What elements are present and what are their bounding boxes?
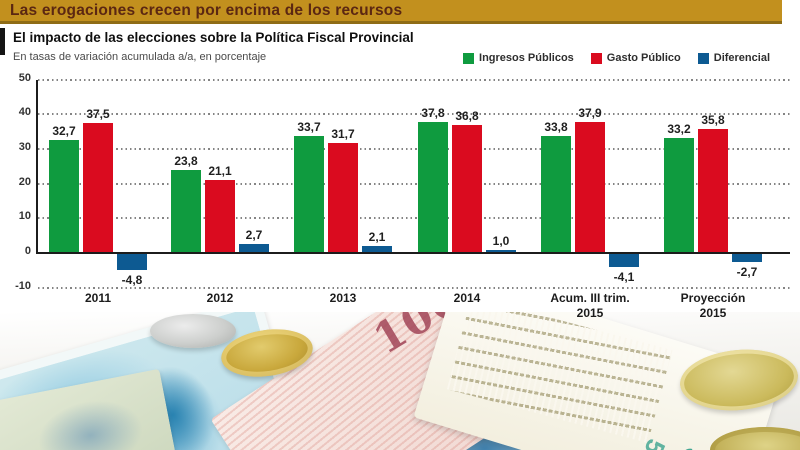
value-label: 31,7 (331, 127, 355, 142)
header-bar: Las erogaciones crecen por encima de los… (0, 0, 782, 24)
category-label: 2013 (329, 291, 357, 305)
y-axis-tick-label: 40 (18, 106, 31, 118)
value-label: 33,8 (544, 119, 568, 134)
value-label: 21,1 (208, 163, 232, 178)
y-axis-tick-label: 20 (18, 176, 31, 188)
value-label: 36,8 (455, 109, 479, 124)
gridline-y50 (38, 79, 790, 81)
legend-label: Gasto Público (606, 52, 681, 64)
gridline-y30 (38, 148, 790, 150)
legend-swatch-icon (463, 52, 475, 64)
y-axis-tick-label: 0 (24, 245, 31, 257)
value-label: -4,8 (121, 272, 143, 287)
legend-item: Ingresos Públicos (463, 52, 574, 64)
legend-label: Diferencial (713, 52, 770, 64)
units-note: En tasas de variación acumulada a/a, en … (13, 51, 267, 63)
silver-coin (150, 314, 236, 348)
value-label: 2,7 (245, 227, 263, 242)
bar-ingresos-públicos-5 (541, 135, 571, 253)
y-axis-tick-label: -10 (15, 280, 31, 292)
legend-swatch-icon (590, 52, 602, 64)
value-label: -2,7 (736, 265, 758, 280)
y-axis-tick-label: 50 (18, 72, 31, 84)
bar-gasto-público-4 (452, 125, 482, 253)
legend-label: Ingresos Públicos (479, 52, 574, 64)
category-label: 2011 (84, 291, 112, 305)
value-label: 23,8 (174, 154, 198, 169)
gridline-y20 (38, 183, 790, 185)
bar-diferencial-6 (732, 253, 762, 263)
gold-coin (710, 427, 800, 450)
gridline-y10 (38, 217, 790, 219)
bar-ingresos-públicos-4 (418, 121, 448, 253)
value-label: 37,5 (86, 106, 110, 121)
gridline-y-10 (38, 287, 790, 289)
value-label: 33,2 (667, 121, 691, 136)
category-label: 2012 (206, 291, 234, 305)
y-axis-line (36, 80, 38, 253)
bar-ingresos-públicos-3 (294, 136, 324, 253)
bar-diferencial-3 (362, 245, 392, 253)
bar-diferencial-4 (486, 249, 516, 253)
bar-gasto-público-5 (575, 121, 605, 253)
value-label: 32,7 (52, 123, 76, 138)
value-label: 33,7 (297, 120, 321, 135)
bar-diferencial-1 (117, 253, 147, 270)
value-label: 37,9 (578, 105, 602, 120)
value-label: 1,0 (492, 233, 510, 248)
value-label: -4,1 (613, 270, 635, 285)
legend: Ingresos Públicos Gasto Público Diferencia… (463, 52, 770, 64)
legend-item: Diferencial (697, 52, 770, 64)
left-margin-tick (0, 28, 5, 55)
page-title: Las erogaciones crecen por encima de los… (10, 2, 403, 19)
value-label: 35,8 (701, 112, 725, 127)
bar-ingresos-públicos-1 (49, 139, 79, 253)
bar-diferencial-2 (239, 243, 269, 253)
chart-subtitle: El impacto de las elecciones sobre la Po… (13, 30, 414, 45)
gridline-y40 (38, 113, 790, 115)
legend-item: Gasto Público (590, 52, 681, 64)
bar-diferencial-5 (609, 253, 639, 268)
money-photo: 100 33905108 50 50 (0, 312, 800, 450)
category-label: 2014 (453, 291, 481, 305)
value-label: 37,8 (421, 105, 445, 120)
legend-swatch-icon (697, 52, 709, 64)
bar-ingresos-públicos-2 (171, 170, 201, 253)
x-axis-line (36, 252, 790, 254)
bar-gasto-público-6 (698, 128, 728, 253)
bar-gasto-público-1 (83, 122, 113, 253)
bar-ingresos-públicos-6 (664, 137, 694, 253)
bar-gasto-público-2 (205, 179, 235, 253)
bar-gasto-público-3 (328, 143, 358, 253)
banknote-handwriting (446, 312, 673, 443)
y-axis-tick-label: 30 (18, 141, 31, 153)
y-axis-tick-label: 10 (18, 210, 31, 222)
value-label: 2,1 (368, 229, 386, 244)
